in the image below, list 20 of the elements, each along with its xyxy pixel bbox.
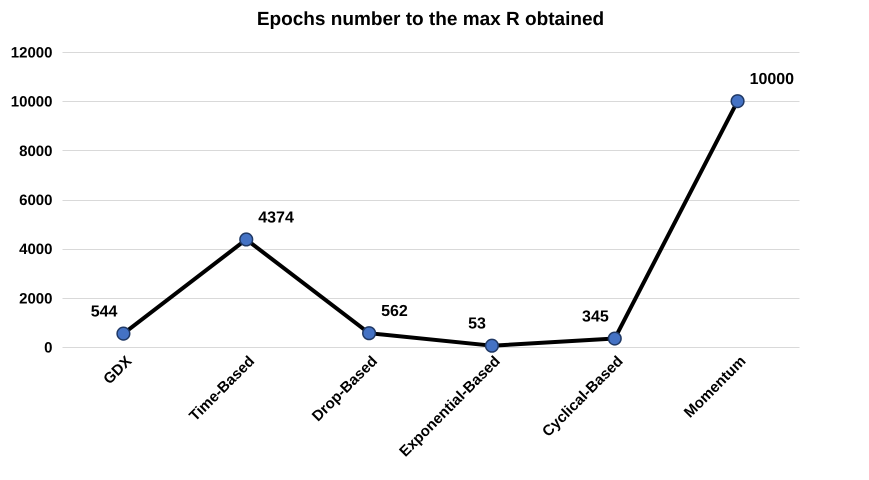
point (608, 331, 622, 346)
point (730, 94, 745, 108)
point (239, 232, 254, 247)
chart-title: Epochs number to the max R obtained (256, 9, 604, 30)
y-tick-label: 0 (44, 340, 52, 356)
point (484, 338, 499, 353)
y-tick-label: 4000 (19, 241, 52, 258)
y-tick-label: 12000 (10, 44, 52, 62)
data-label: 345 (582, 308, 609, 326)
data-label: 10000 (750, 71, 794, 88)
y-tick-label: 6000 (19, 192, 52, 209)
data-label: 544 (90, 304, 118, 321)
y-tick-label: 8000 (19, 142, 52, 160)
data-label: 4374 (258, 209, 294, 226)
data-label: 562 (381, 303, 408, 320)
point (116, 326, 130, 341)
y-tick-label: 10000 (10, 94, 52, 111)
y-tick-label: 2000 (19, 290, 52, 308)
data-label: 53 (468, 316, 486, 333)
point (362, 326, 376, 340)
